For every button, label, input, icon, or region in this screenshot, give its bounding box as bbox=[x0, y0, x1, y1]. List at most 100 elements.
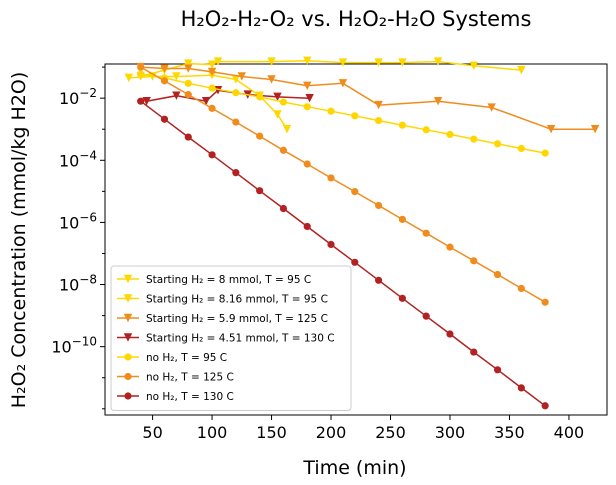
data-point bbox=[213, 86, 223, 95]
data-point bbox=[231, 75, 241, 84]
data-point bbox=[208, 84, 216, 92]
legend-marker bbox=[124, 392, 132, 400]
y-tick-label: 10−6 bbox=[59, 210, 97, 232]
x-tick-label: 200 bbox=[316, 423, 347, 442]
data-point bbox=[137, 70, 145, 78]
data-point bbox=[398, 294, 406, 302]
legend-item: no H₂, T = 95 C bbox=[117, 352, 227, 364]
data-point bbox=[375, 116, 383, 125]
x-tick-label: 300 bbox=[435, 423, 466, 442]
legend-item: Starting H₂ = 4.51 mmol, T = 130 C bbox=[117, 333, 335, 345]
y-tick-label: 10−4 bbox=[59, 148, 97, 170]
data-point bbox=[374, 100, 383, 110]
data-point bbox=[470, 135, 478, 143]
data-point bbox=[327, 107, 335, 115]
legend-item: no H₂, T = 130 C bbox=[117, 391, 234, 403]
data-point bbox=[422, 126, 430, 134]
data-point bbox=[303, 160, 311, 168]
data-point bbox=[303, 56, 312, 65]
x-axis-label: Time (min) bbox=[302, 457, 406, 479]
data-point bbox=[303, 103, 311, 111]
data-point bbox=[201, 96, 211, 106]
data-point bbox=[517, 384, 525, 392]
data-point bbox=[232, 89, 240, 97]
data-point bbox=[232, 118, 240, 126]
data-point bbox=[398, 58, 407, 67]
data-point bbox=[267, 75, 276, 84]
data-point bbox=[338, 79, 348, 88]
data-point bbox=[124, 73, 133, 83]
legend-item: Starting H₂ = 8.16 mmol, T = 95 C bbox=[117, 294, 328, 306]
series-layer bbox=[124, 56, 600, 410]
legend-label: no H₂, T = 125 C bbox=[146, 372, 234, 384]
data-point bbox=[256, 132, 264, 140]
y-tick-label: 10−10 bbox=[51, 335, 97, 357]
data-point bbox=[237, 72, 247, 81]
data-point bbox=[422, 312, 430, 320]
data-point bbox=[256, 93, 264, 101]
legend-label: Starting H₂ = 8 mmol, T = 95 C bbox=[146, 274, 311, 286]
x-tick-label: 50 bbox=[142, 423, 162, 442]
data-point bbox=[137, 97, 145, 105]
legend-marker bbox=[124, 372, 132, 381]
data-point bbox=[433, 57, 443, 66]
data-point bbox=[184, 64, 193, 73]
data-point bbox=[493, 270, 502, 279]
legend-marker bbox=[123, 333, 133, 342]
x-tick-label: 150 bbox=[256, 423, 287, 442]
plot-area bbox=[104, 63, 608, 416]
data-point bbox=[279, 204, 288, 213]
data-point bbox=[590, 125, 600, 134]
data-point bbox=[351, 188, 359, 196]
data-point bbox=[351, 112, 359, 120]
data-point bbox=[208, 151, 216, 159]
data-point bbox=[184, 79, 192, 87]
data-point bbox=[517, 284, 525, 293]
data-point bbox=[546, 125, 556, 134]
data-point bbox=[172, 72, 181, 81]
data-point bbox=[279, 146, 288, 154]
data-point bbox=[541, 149, 549, 157]
data-point bbox=[184, 59, 193, 68]
data-point bbox=[446, 330, 454, 338]
y-tick-label: 10−2 bbox=[59, 86, 97, 108]
data-point bbox=[446, 243, 454, 251]
data-point bbox=[541, 402, 549, 410]
legend-marker bbox=[123, 294, 133, 303]
legend-box bbox=[110, 265, 352, 411]
legend-label: Starting H₂ = 4.51 mmol, T = 130 C bbox=[146, 333, 335, 345]
data-point bbox=[487, 103, 496, 112]
data-point bbox=[184, 133, 192, 141]
x-tick-label: 100 bbox=[197, 423, 228, 442]
data-point bbox=[422, 229, 430, 237]
data-point bbox=[137, 63, 145, 71]
data-point bbox=[493, 366, 502, 374]
data-point bbox=[375, 201, 383, 210]
axis-ticks: 50 100 150 200 250 300 350 400 10−10 10−8 10−6 10−4… bbox=[51, 66, 584, 442]
data-point bbox=[493, 140, 502, 148]
x-tick-label: 350 bbox=[494, 423, 525, 442]
data-point bbox=[398, 121, 406, 129]
series-6 bbox=[137, 63, 549, 306]
x-tick-label: 250 bbox=[375, 423, 406, 442]
data-point bbox=[517, 65, 526, 75]
series-line bbox=[140, 100, 546, 407]
data-point bbox=[160, 64, 169, 73]
legend-item: no H₂, T = 125 C bbox=[117, 372, 234, 384]
data-point bbox=[172, 91, 181, 100]
legend-item: Starting H₂ = 5.9 mmol, T = 125 C bbox=[117, 313, 328, 325]
data-point bbox=[279, 98, 288, 106]
legend-label: no H₂, T = 95 C bbox=[146, 352, 227, 364]
series-1 bbox=[136, 56, 526, 81]
data-point bbox=[303, 81, 312, 91]
data-point bbox=[207, 60, 217, 69]
data-point bbox=[470, 348, 478, 356]
data-point bbox=[160, 77, 169, 85]
data-point bbox=[351, 258, 359, 266]
legend-marker bbox=[124, 353, 132, 361]
data-point bbox=[469, 61, 478, 71]
legend-label: Starting H₂ = 8.16 mmol, T = 95 C bbox=[146, 294, 328, 306]
legend-marker bbox=[123, 274, 133, 284]
data-point bbox=[327, 174, 335, 182]
